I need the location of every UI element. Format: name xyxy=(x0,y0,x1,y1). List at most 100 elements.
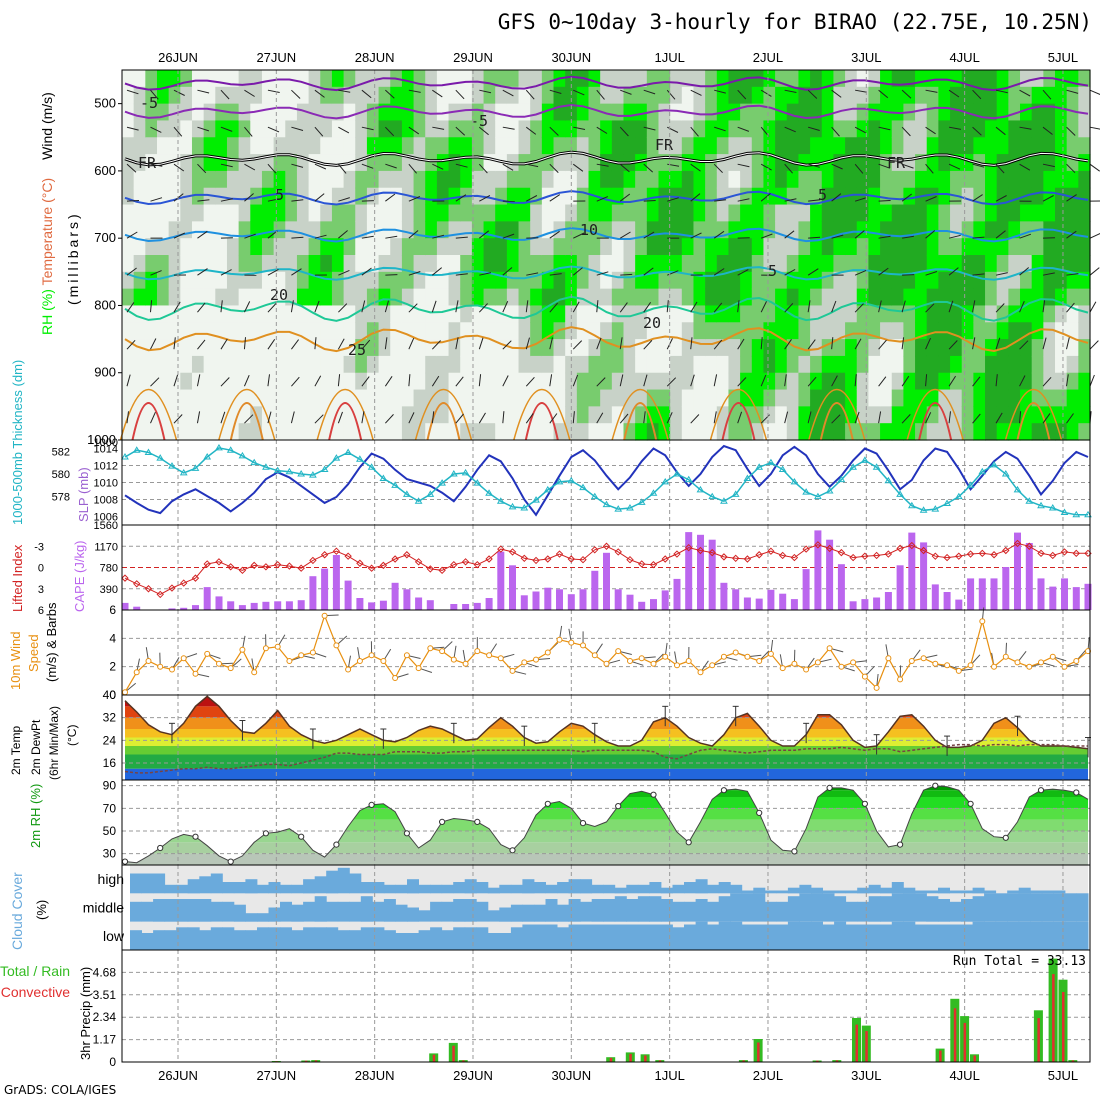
rh-cell xyxy=(1055,103,1068,122)
lifted-index-point xyxy=(614,548,622,556)
rh-cell xyxy=(1043,204,1056,222)
rh-cell xyxy=(1043,372,1056,391)
rh-cell xyxy=(588,322,601,340)
lifted-index-point xyxy=(767,547,775,555)
wind-speed-point xyxy=(791,660,798,667)
wind-barb xyxy=(643,89,656,95)
wind-speed-point xyxy=(850,659,857,666)
rh-cell xyxy=(425,372,438,391)
rh-cell xyxy=(786,255,800,273)
wind-speed-point xyxy=(392,675,399,681)
wind-barb xyxy=(925,89,938,93)
temperature-contour xyxy=(918,402,953,441)
rh-cell xyxy=(483,137,496,155)
rh-cell xyxy=(238,355,251,374)
rh-cell xyxy=(156,221,170,239)
precip-convective-bar xyxy=(1062,992,1065,1062)
rh-cell xyxy=(845,288,858,307)
rh-cell xyxy=(366,120,380,138)
thickness-point xyxy=(825,487,834,494)
wind-barb xyxy=(854,411,860,424)
rh-point xyxy=(403,830,410,837)
rh-cell xyxy=(681,423,695,441)
rh-cell xyxy=(868,170,881,189)
rh-cell xyxy=(156,120,170,138)
isotherm-label: FR xyxy=(138,154,157,172)
rh-cell xyxy=(611,120,625,138)
wind-barb xyxy=(901,193,912,202)
rh-cell xyxy=(1008,255,1021,273)
thickness-point xyxy=(238,451,247,459)
rh-cell xyxy=(495,70,508,88)
rh-cell xyxy=(891,305,904,323)
rh-cell xyxy=(798,170,811,189)
rh-cell xyxy=(203,322,216,340)
rh-cell xyxy=(611,339,625,357)
cape-bar xyxy=(990,578,998,610)
rh-cell xyxy=(273,339,286,357)
cape-bar xyxy=(1002,567,1010,610)
wind-speed-point xyxy=(720,653,727,660)
wind-speed-point xyxy=(204,650,211,657)
wind-barb xyxy=(1042,126,1053,135)
rh-cell xyxy=(191,305,205,323)
precip-convective-bar xyxy=(963,1022,967,1062)
cloud-cell xyxy=(695,921,708,950)
rh-tick-label: 50 xyxy=(103,824,117,838)
rh-cell xyxy=(1008,372,1021,391)
lifted-index-point xyxy=(426,565,435,573)
rh-cell xyxy=(156,70,170,88)
rh-cell xyxy=(915,70,928,88)
wind-barb xyxy=(267,89,280,93)
rh-cell xyxy=(460,255,473,273)
lifted-index-point xyxy=(532,556,540,565)
rh-cell xyxy=(180,389,193,407)
cloud-cell xyxy=(626,884,639,894)
cape-bar xyxy=(1037,578,1045,610)
rh-cell xyxy=(1055,255,1068,273)
lifted-index-point xyxy=(250,561,258,570)
rh-cell xyxy=(1020,305,1033,323)
rh-cell xyxy=(880,406,893,424)
wind-barb xyxy=(502,163,514,171)
x-tick-label-bottom: 26JUN xyxy=(158,1068,198,1083)
wind-barb xyxy=(197,268,208,276)
rh-cell xyxy=(786,288,800,307)
rh-cell xyxy=(1055,86,1068,105)
rh-cell xyxy=(600,137,613,155)
rh-cell xyxy=(880,170,893,189)
rh-cell xyxy=(635,120,648,138)
rh-cell xyxy=(611,305,625,323)
rh-cell xyxy=(938,372,951,391)
rh-cell xyxy=(728,86,741,105)
rh-cell xyxy=(751,355,765,374)
rh-cell xyxy=(635,137,648,155)
rh-cell xyxy=(646,389,660,407)
temperature-contour xyxy=(819,402,854,441)
precip-tick-label: 4.68 xyxy=(93,965,117,979)
wind-barb xyxy=(385,274,398,276)
cloud-cell xyxy=(464,899,477,922)
lifted-index-point xyxy=(638,560,646,568)
rh-cell xyxy=(355,120,368,138)
rh-cell xyxy=(973,221,986,239)
wind-barb xyxy=(1019,163,1031,171)
rh-cell xyxy=(506,322,520,340)
wind-barb xyxy=(760,337,763,350)
rh-cell xyxy=(133,238,146,256)
rh-cell xyxy=(693,322,706,340)
thickness-point xyxy=(191,464,200,471)
rh-cell xyxy=(705,406,718,424)
rh-cell xyxy=(296,271,310,290)
rh-cell xyxy=(646,204,660,222)
rh-cell xyxy=(903,271,916,290)
rh-cell xyxy=(728,137,741,155)
wind-barb xyxy=(220,198,233,202)
rh-cell xyxy=(728,170,741,189)
rh-cell xyxy=(180,221,193,239)
rh-cell xyxy=(950,271,963,290)
rh-cell xyxy=(261,339,275,357)
lifted-index-point xyxy=(661,555,669,563)
cloud-cell xyxy=(349,873,362,894)
wind-barb xyxy=(479,230,490,239)
